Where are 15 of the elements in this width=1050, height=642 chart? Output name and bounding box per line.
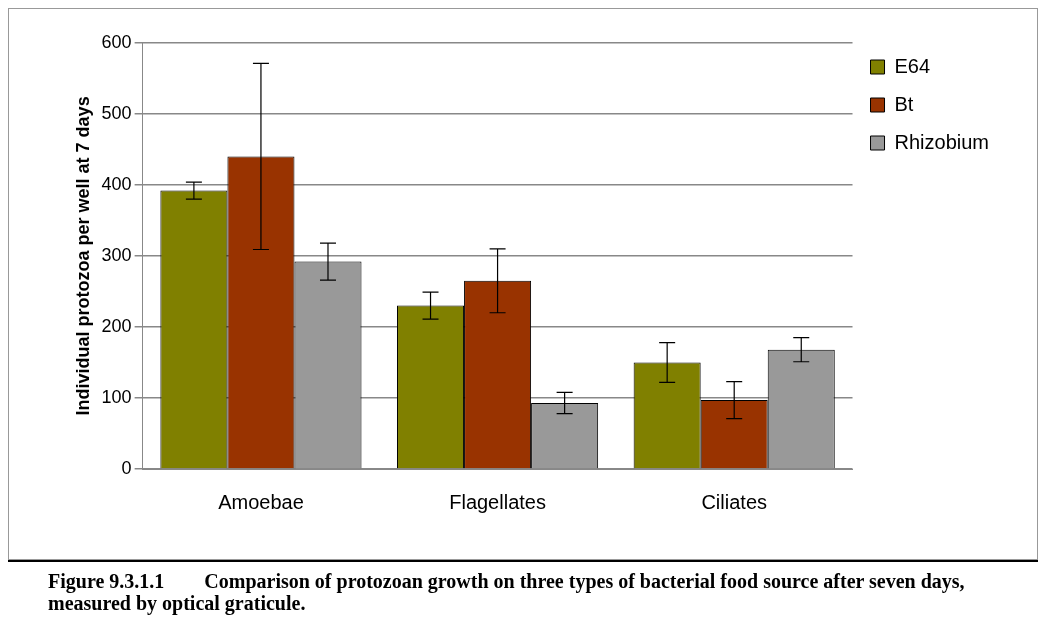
legend-label: Bt	[894, 92, 914, 115]
legend-label: Rhizobium	[894, 130, 989, 153]
y-tick-label: 500	[101, 102, 132, 123]
caption: Figure 9.3.1.1 Comparison of protozoan growth on three types of bacterial food source after seven days, measured by optical graticule.	[8, 560, 1038, 614]
y-tick-label: 600	[101, 31, 132, 52]
y-tick-label: 100	[101, 386, 132, 407]
y-tick-label: 300	[101, 244, 132, 265]
y-axis-title: Individual protozoa per well at 7 days	[72, 96, 93, 416]
x-tick-label: Amoebae	[218, 490, 304, 513]
x-tick-label: Ciliates	[701, 490, 767, 513]
y-tick-label: 0	[121, 457, 132, 478]
legend-label: E64	[894, 54, 931, 77]
y-tick-label: 400	[101, 173, 132, 194]
x-tick-label: Flagellates	[449, 490, 546, 513]
y-tick-label: 200	[101, 315, 132, 336]
